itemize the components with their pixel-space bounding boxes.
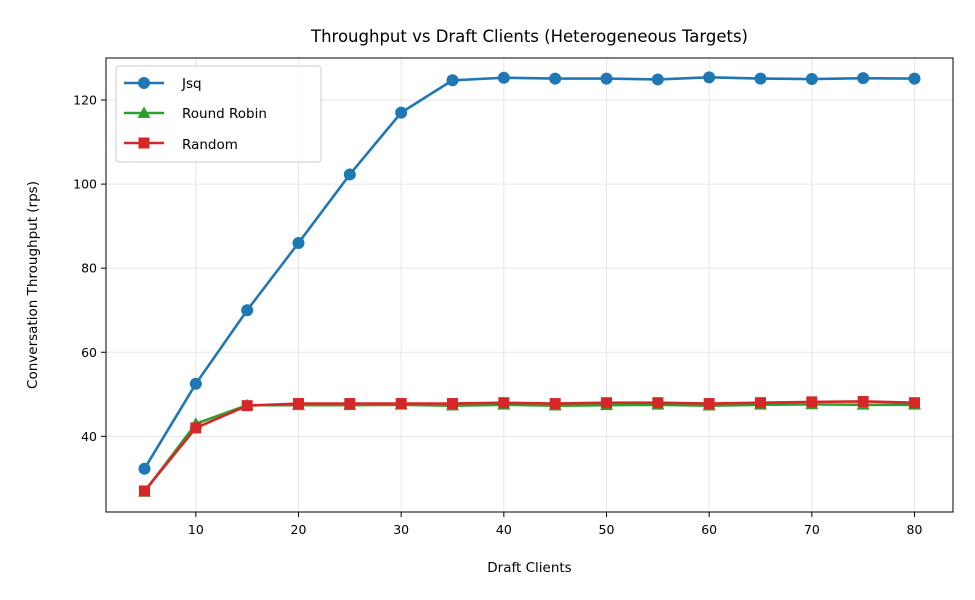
series-jsq <box>138 71 921 475</box>
data-point-jsq <box>600 72 613 85</box>
x-tick-label: 60 <box>701 522 717 537</box>
legend-box <box>115 65 322 163</box>
data-point-jsq <box>395 106 408 119</box>
data-point-random <box>498 397 510 409</box>
grid <box>106 58 953 512</box>
data-point-random <box>344 398 356 410</box>
y-tick-label: 100 <box>73 177 97 192</box>
data-point-jsq <box>241 304 254 317</box>
data-point-jsq <box>292 236 305 249</box>
data-point-random <box>857 395 869 407</box>
data-point-random <box>447 398 458 410</box>
data-point-jsq <box>703 71 716 84</box>
legend-marker-shape-random <box>138 137 150 149</box>
data-point-jsq <box>857 72 870 85</box>
series-random <box>139 395 920 497</box>
data-point-random <box>549 398 561 410</box>
x-tick-label: 80 <box>907 522 923 537</box>
data-point-random <box>755 397 766 409</box>
legend: Jsq Round Robin Random <box>115 65 322 163</box>
x-axis: 10 20 30 40 50 60 70 80 <box>188 512 923 537</box>
x-tick-label: 40 <box>496 522 512 537</box>
data-point-jsq <box>138 462 151 475</box>
data-point-jsq <box>908 72 921 85</box>
data-point-random <box>601 397 612 409</box>
data-point-jsq <box>497 71 510 84</box>
chart-title: Throughput vs Draft Clients (Heterogeneo… <box>310 27 748 46</box>
legend-marker-random <box>138 137 150 149</box>
y-tick-label: 60 <box>81 345 97 360</box>
data-point-random <box>190 422 202 434</box>
data-point-random <box>395 398 407 410</box>
data-point-jsq <box>651 73 664 86</box>
series-layer <box>138 71 921 497</box>
data-point-jsq <box>189 377 202 390</box>
data-point-jsq <box>343 168 356 181</box>
legend-label-random: Random <box>182 137 238 153</box>
y-axis: 40 60 80 100 120 <box>73 93 106 444</box>
data-point-jsq <box>549 72 562 85</box>
legend-label-jsq: Jsq <box>181 76 202 92</box>
legend-marker-jsq <box>138 77 150 89</box>
data-point-random <box>652 397 664 409</box>
y-tick-label: 40 <box>81 429 97 444</box>
data-point-random <box>909 397 920 409</box>
legend-label-round-robin: Round Robin <box>182 106 267 122</box>
x-axis-label: Draft Clients <box>487 560 571 576</box>
legend-marker-round-robin <box>137 106 151 118</box>
plot-frame <box>105 57 954 513</box>
series-line-jsq <box>143 76 915 470</box>
x-tick-label: 70 <box>804 522 820 537</box>
legend-marker-shape-round-robin <box>137 106 151 118</box>
series-line-random <box>143 400 915 492</box>
data-point-random <box>806 396 818 408</box>
x-tick-label: 20 <box>291 522 307 537</box>
y-tick-label: 120 <box>73 93 97 108</box>
data-point-random <box>293 398 304 410</box>
x-tick-label: 50 <box>599 522 615 537</box>
legend-marker-shape-jsq <box>138 77 150 89</box>
data-point-random <box>241 400 253 412</box>
x-tick-label: 10 <box>188 522 204 537</box>
data-point-random <box>703 398 715 410</box>
x-tick-label: 30 <box>393 522 409 537</box>
data-point-jsq <box>754 72 767 85</box>
data-point-random <box>139 485 150 497</box>
data-point-jsq <box>805 73 818 86</box>
y-axis-label: Conversation Throughput (rps) <box>25 181 41 389</box>
data-point-jsq <box>446 74 459 87</box>
y-tick-label: 80 <box>81 261 97 276</box>
